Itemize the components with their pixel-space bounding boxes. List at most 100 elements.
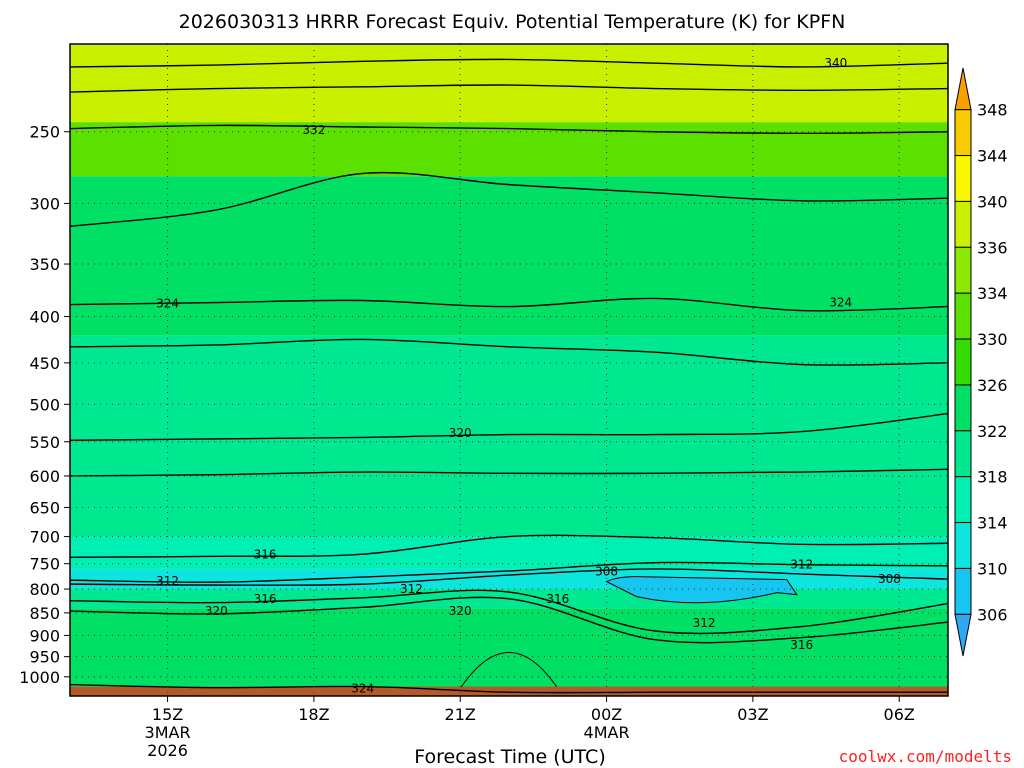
contour-line: [70, 58, 948, 68]
contour-line: [70, 412, 948, 442]
colorbar-level-label: 348: [977, 101, 1008, 120]
x-tick-date: 4MAR: [584, 723, 630, 742]
contour-label: 320: [449, 604, 472, 618]
theta-e-band: [70, 176, 948, 336]
x-tick-label: 00Z: [591, 705, 622, 724]
colorbar-swatch: [954, 246, 972, 294]
contour-label: 332: [302, 123, 325, 137]
colorbar-level-label: 326: [977, 376, 1008, 395]
y-tick-label: 800: [29, 580, 60, 599]
colorbar-swatch: [954, 109, 972, 157]
colorbar-swatch: [954, 476, 972, 524]
y-tick-label: 1000: [19, 668, 60, 687]
y-tick-label: 750: [29, 555, 60, 574]
colorbar-level-label: 318: [977, 468, 1008, 487]
contour-label: 308: [595, 564, 618, 578]
contour-line: [70, 589, 948, 635]
colorbar-level-label: 344: [977, 147, 1008, 166]
colorbar-level-label: 334: [977, 284, 1008, 303]
ground-surface: [70, 686, 948, 696]
contours: [70, 58, 948, 694]
contour-line: [70, 561, 948, 583]
contour-label: 340: [824, 56, 847, 70]
contour-line: [70, 84, 948, 93]
contour-label: 312: [693, 616, 716, 630]
y-tick-label: 400: [29, 308, 60, 327]
contour-label: 308: [878, 572, 901, 586]
colorbar-cap-bottom: [954, 613, 972, 657]
y-tick-label: 300: [29, 194, 60, 213]
contour-line: [70, 297, 948, 312]
contour-line: [70, 468, 948, 477]
colorbar-level-label: 340: [977, 192, 1008, 211]
contour-label: 324: [351, 681, 374, 695]
contour-line: [70, 683, 948, 694]
colorbar-level-label: 336: [977, 238, 1008, 257]
contour-label: 312: [790, 558, 813, 572]
contour-label: 320: [449, 426, 472, 440]
theta-e-minimum: [605, 576, 798, 604]
x-axis-label: Forecast Time (UTC): [414, 746, 605, 768]
colorbar-swatch: [954, 522, 972, 569]
x-tick-label: 15Z: [152, 705, 183, 724]
contour-line: [70, 338, 948, 366]
colorbar-swatch: [954, 384, 972, 432]
theta-e-band: [70, 568, 948, 590]
contour-label: 316: [254, 592, 277, 606]
colorbar-cap-top: [954, 67, 972, 111]
y-tick-label: 500: [29, 395, 60, 414]
colorbar-level-label: 310: [977, 559, 1008, 578]
theta-e-band: [70, 335, 948, 537]
contour-label: 324: [156, 297, 179, 311]
y-tick-label: 450: [29, 354, 60, 373]
colorbar-level-label: 314: [977, 514, 1008, 533]
contour-label: 316: [254, 548, 277, 562]
colorbar-swatch: [954, 292, 972, 340]
contour-labels: 340 332 324 320 316 312 308 316 320 324 320 312 316 3…: [156, 56, 901, 695]
x-tick-label: 18Z: [298, 705, 329, 724]
x-tick-label: 06Z: [884, 705, 915, 724]
y-tick-label: 350: [29, 255, 60, 274]
y-tick-label: 550: [29, 433, 60, 452]
y-tick-label: 850: [29, 604, 60, 623]
y-tick-label: 900: [29, 626, 60, 645]
contour-line: [70, 124, 948, 135]
y-tick-label: 950: [29, 648, 60, 667]
y-tick-label: 250: [29, 123, 60, 142]
contour-line: [70, 171, 948, 228]
plot-frame: [69, 43, 949, 697]
colorbar: 306 310 314 318 322 326 330 334 336 340 344 348: [954, 67, 1008, 657]
colorbar-level-label: 306: [977, 605, 1008, 624]
theta-e-band: [70, 122, 948, 177]
x-tick-label: 21Z: [445, 705, 476, 724]
theta-e-band: [70, 44, 948, 123]
colorbar-level-label: 330: [977, 330, 1008, 349]
grid-lines: [70, 44, 948, 696]
contour-label: 316: [790, 638, 813, 652]
contour-label: 312: [400, 582, 423, 596]
plot-area: 340 332 324 320 316 312 308 316 320 324 320 312 316 3…: [69, 43, 949, 697]
y-tick-label: 650: [29, 498, 60, 517]
colorbar-swatch: [954, 430, 972, 478]
colorbar-swatch: [954, 200, 972, 248]
contour-line: [70, 596, 948, 644]
y-tick-label: 700: [29, 528, 60, 547]
contour-label: 324: [829, 296, 852, 310]
contour-label: 312: [156, 574, 179, 588]
colorbar-swatch: [954, 567, 972, 615]
contour-line: [70, 568, 948, 586]
contour-label: 316: [546, 592, 569, 606]
credit-link[interactable]: coolwx.com/modelts: [839, 747, 1012, 766]
x-tick-year: 2026: [147, 741, 188, 760]
contour-label: 320: [205, 604, 228, 618]
colorbar-swatch: [954, 155, 972, 202]
x-tick-date: 3MAR: [145, 723, 191, 742]
y-axis: 250 300 350 400 450 500 550 600 650 700 750 800 850 9…: [19, 123, 70, 687]
theta-e-ridge: [459, 652, 559, 689]
colorbar-swatch: [954, 338, 972, 386]
colorbar-level-label: 322: [977, 422, 1008, 441]
chart-title: 2026030313 HRRR Forecast Equiv. Potentia…: [179, 11, 846, 33]
y-tick-label: 600: [29, 467, 60, 486]
